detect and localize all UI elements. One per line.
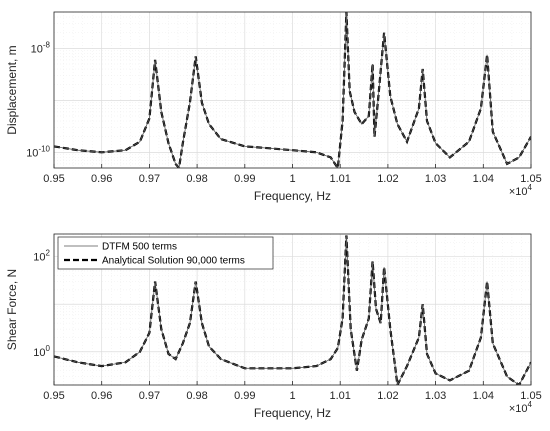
x-tick-label: 1.04 [473,390,494,402]
x-axis-label: Frequency, Hz [254,189,331,203]
x-tick-label: 0.96 [91,390,112,402]
x-tick-label: 1.03 [425,173,446,185]
y-tick-label: 102 [33,249,50,264]
x-tick-label: 1 [289,173,295,185]
x-exponent-label: ×104 [509,183,533,198]
x-tick-label: 1.05 [520,173,541,185]
series-dtfm [54,235,531,385]
x-tick-label: 1.01 [329,173,350,185]
x-tick-label: 0.97 [139,173,160,185]
legend-entry: DTFM 500 terms [102,242,177,253]
legend: DTFM 500 terms Analytical Solution 90,000… [57,236,274,270]
x-axis-label: Frequency, Hz [254,406,331,420]
x-tick-label: 0.98 [186,390,207,402]
x-tick-label: 0.95 [43,390,64,402]
legend-box [57,236,274,270]
x-tick-label: 1.02 [377,390,398,402]
x-tick-label: 0.95 [43,173,64,185]
x-tick-label: 1.01 [329,390,350,402]
x-tick-label: 1.04 [473,173,494,185]
panel-1: 0.95 0.96 0.97 0.98 0.99 1 1.01 1.02 1.03 1.04 1.0… [5,11,542,203]
x-tick-label: 0.99 [234,390,255,402]
y-tick-label: 10-10 [26,144,50,159]
panel-2: 0.95 0.96 0.97 0.98 0.99 1 1.01 1.02 1.03 1.04 1.0… [5,233,542,420]
x-tick-label: 0.98 [186,173,207,185]
y-axis-label: Displacement, m [5,45,19,134]
series-dtfm [54,12,531,168]
x-tick-label: 1.05 [520,390,541,402]
y-tick-label: 10-8 [31,40,51,55]
y-axis-label: Shear Force, N [5,269,19,350]
x-tick-label: 1 [289,390,295,402]
x-exponent-label: ×104 [509,400,533,415]
x-tick-label: 1.03 [425,390,446,402]
x-tick-label: 1.02 [377,173,398,185]
x-tick-label: 0.97 [139,390,160,402]
x-tick-label: 0.96 [91,173,112,185]
x-tick-label: 0.99 [234,173,255,185]
y-tick-label: 100 [33,344,50,359]
legend-entry: Analytical Solution 90,000 terms [102,256,245,267]
